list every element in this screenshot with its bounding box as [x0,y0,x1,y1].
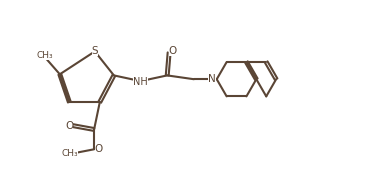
Text: NH: NH [133,77,148,87]
Text: O: O [65,121,73,131]
Text: O: O [95,144,103,154]
Text: CH₃: CH₃ [36,52,53,61]
Text: N: N [208,74,216,84]
Text: S: S [92,46,98,56]
Text: CH₃: CH₃ [62,149,78,158]
Text: O: O [169,46,177,56]
